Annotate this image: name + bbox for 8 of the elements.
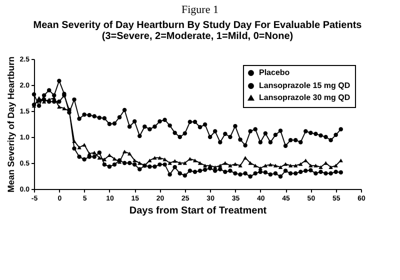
caption: Figure 1 <box>180 3 220 18</box>
chart-subtitle: (3=Severe, 2=Moderate, 1=Mild, 0=None) <box>102 31 294 42</box>
legend-label: Lansoprazole 30 mg QD <box>259 93 350 102</box>
y-axis-title: Mean Severity of Day Heartburn <box>6 56 16 193</box>
legend-label: Placebo <box>259 68 290 77</box>
chart-title: Mean Severity of Day Heartburn By Study Day For Evaluable Patients <box>33 20 362 31</box>
legend-label: Lansoprazole 15 mg QD <box>259 81 350 90</box>
x-axis-title: Days from Start of Treatment <box>129 206 268 216</box>
